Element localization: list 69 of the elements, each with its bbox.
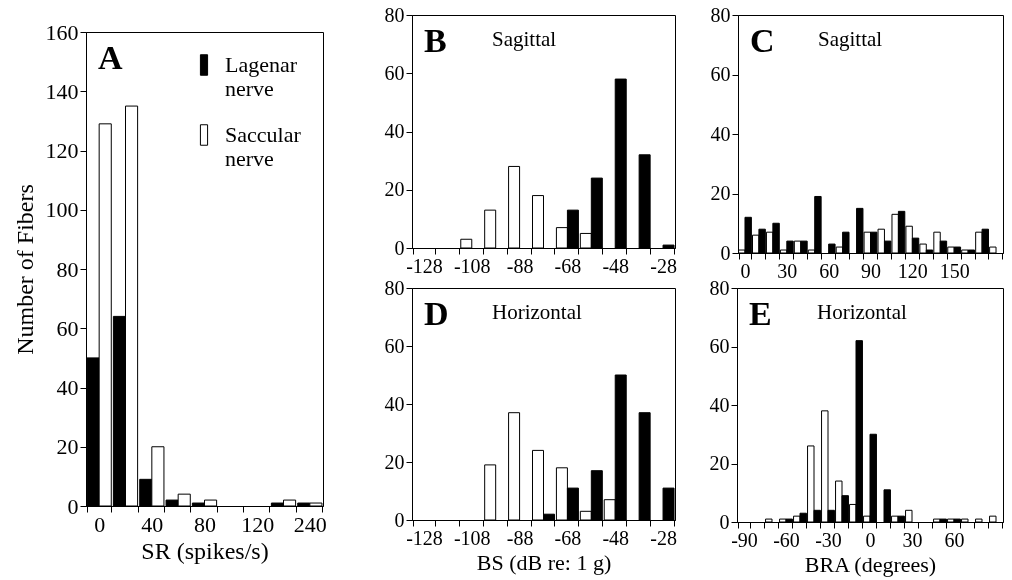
y-tick-label: 100 bbox=[45, 197, 79, 223]
chart-title: A bbox=[98, 39, 123, 76]
x-tick-label: -90 bbox=[731, 528, 758, 551]
y-tick-label: 20 bbox=[709, 452, 730, 474]
x-tick-label: -60 bbox=[773, 528, 800, 551]
y-tick-label: 80 bbox=[384, 3, 405, 26]
x-tick-label: -28 bbox=[650, 254, 677, 277]
y-tick-label: 0 bbox=[67, 493, 79, 519]
y-tick-label: 120 bbox=[45, 138, 79, 163]
chart-title: E bbox=[749, 295, 772, 332]
x-tick-label: 0 bbox=[94, 511, 106, 537]
y-tick-label: 20 bbox=[56, 434, 79, 460]
chart-title: D bbox=[424, 295, 449, 332]
y-tick-label: 160 bbox=[45, 19, 79, 45]
y-tick-label: 60 bbox=[384, 61, 405, 84]
x-tick-label: 120 bbox=[241, 511, 275, 537]
y-tick-label: 140 bbox=[45, 78, 79, 104]
y-tick-label: 60 bbox=[709, 335, 730, 357]
chart-title: C bbox=[750, 22, 775, 59]
y-tick-label: 20 bbox=[384, 450, 405, 473]
y-tick-label: 20 bbox=[710, 182, 731, 204]
y-tick-label: 80 bbox=[709, 276, 730, 299]
x-tick-label: 60 bbox=[819, 259, 840, 282]
x-tick-label: 40 bbox=[141, 511, 164, 537]
y-tick-label: 40 bbox=[56, 375, 79, 400]
y-tick-label: 60 bbox=[710, 63, 731, 85]
x-tick-label: -128 bbox=[406, 526, 443, 549]
x-tick-label: 30 bbox=[777, 259, 798, 282]
x-tick-label: 60 bbox=[944, 528, 965, 551]
x-tick-label: 90 bbox=[861, 259, 881, 282]
x-tick-label: 240 bbox=[293, 511, 327, 537]
x-axis-title: BRA (degrees) bbox=[804, 551, 937, 577]
text: Sagittal bbox=[492, 27, 557, 51]
y-tick-label: 0 bbox=[394, 236, 405, 259]
y-tick-label: 80 bbox=[710, 3, 731, 26]
y-tick-label: 40 bbox=[384, 392, 405, 415]
x-tick-label: -88 bbox=[506, 526, 534, 549]
text: Horizontal bbox=[817, 300, 907, 324]
x-tick-label: -48 bbox=[602, 254, 630, 277]
legend-label: Lagenar nerve bbox=[225, 52, 298, 101]
y-axis-title: Number of Fibers bbox=[11, 184, 38, 355]
x-axis-title: SR (spikes/s) bbox=[141, 537, 269, 564]
x-tick-label: 0 bbox=[740, 259, 751, 282]
y-tick-label: 40 bbox=[384, 120, 405, 142]
x-tick-label: 150 bbox=[939, 259, 970, 282]
y-tick-label: 40 bbox=[709, 393, 730, 416]
chart-title: B bbox=[424, 22, 447, 59]
y-tick-label: 60 bbox=[56, 315, 79, 341]
legend-label: Saccular nerve bbox=[225, 122, 302, 171]
x-tick-label: -108 bbox=[453, 526, 491, 549]
x-tick-label: -28 bbox=[650, 526, 677, 549]
x-tick-label: -108 bbox=[453, 254, 491, 277]
x-tick-label: -48 bbox=[602, 526, 630, 549]
x-tick-label: 0 bbox=[865, 528, 876, 551]
y-tick-label: 20 bbox=[384, 178, 405, 201]
x-tick-label: -68 bbox=[554, 254, 582, 277]
x-tick-label: -128 bbox=[406, 254, 443, 277]
text: Horizontal bbox=[492, 300, 582, 324]
y-tick-label: 60 bbox=[384, 334, 405, 357]
x-tick-label: -68 bbox=[554, 526, 582, 549]
x-tick-label: 80 bbox=[194, 511, 216, 537]
y-tick-label: 80 bbox=[384, 276, 405, 299]
x-tick-label: 30 bbox=[902, 528, 923, 551]
x-tick-label: 120 bbox=[897, 259, 928, 282]
x-tick-label: -30 bbox=[815, 528, 842, 551]
text: Sagittal bbox=[818, 27, 883, 51]
y-tick-label: 40 bbox=[710, 122, 731, 145]
x-axis-title: BS (dB re: 1 g) bbox=[476, 549, 612, 575]
x-tick-label: -88 bbox=[506, 254, 534, 277]
